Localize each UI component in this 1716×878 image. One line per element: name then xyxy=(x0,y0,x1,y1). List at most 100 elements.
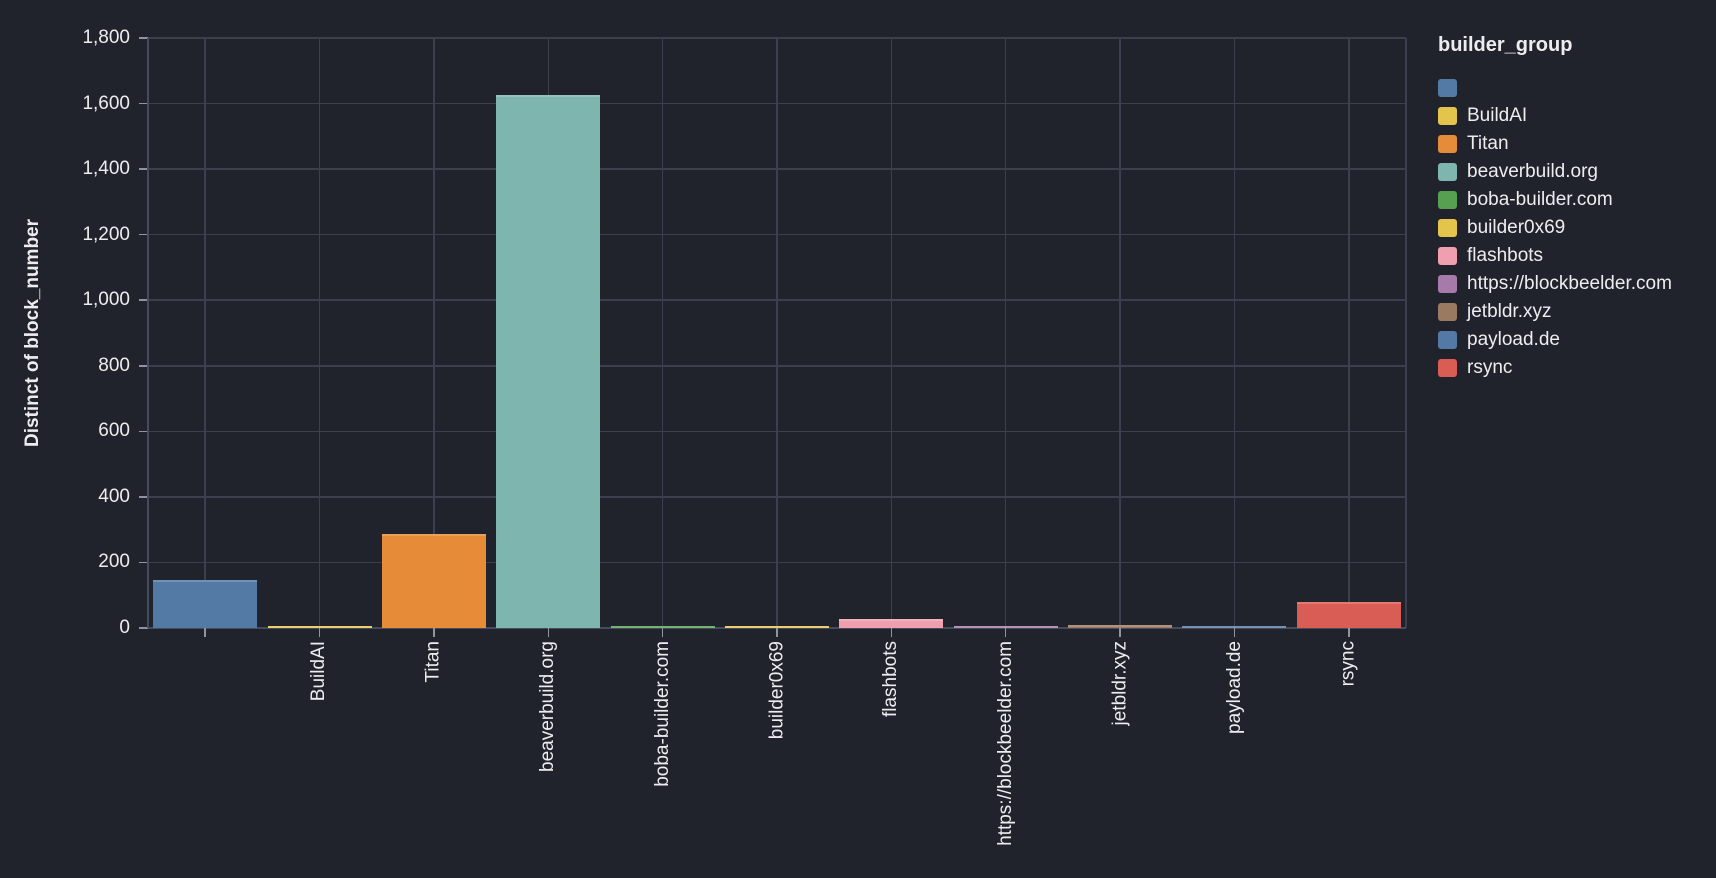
y-axis-tick xyxy=(139,365,148,367)
x-axis-tick xyxy=(1233,628,1236,637)
legend-title: builder_group xyxy=(1438,34,1573,56)
legend-label: payload.de xyxy=(1467,329,1560,350)
legend-label: builder0x69 xyxy=(1467,217,1566,238)
x-axis-tick xyxy=(776,628,778,637)
y-axis-tick xyxy=(139,168,148,170)
bar-beaverbuild.org[interactable] xyxy=(496,94,601,628)
legend-swatch-icon xyxy=(1438,190,1457,209)
legend-swatch-icon xyxy=(1438,330,1457,349)
bar-BuildAI[interactable] xyxy=(267,626,372,628)
y-axis-tick xyxy=(139,496,148,498)
gridline-vertical xyxy=(433,38,435,628)
bar-builder0x69[interactable] xyxy=(725,626,829,628)
y-tick-label: 0 xyxy=(119,617,130,638)
x-tick-label: flashbots xyxy=(880,641,902,718)
gridline-vertical xyxy=(890,38,893,628)
gridline-vertical xyxy=(776,38,778,628)
y-tick-label: 1,800 xyxy=(82,27,130,48)
y-axis-tick xyxy=(139,430,148,433)
y-tick-label: 800 xyxy=(98,354,130,376)
legend-item-https://blockbeelder.com[interactable]: https://blockbeelder.com xyxy=(1438,274,1672,293)
y-axis-line xyxy=(147,38,149,628)
legend-swatch-icon xyxy=(1438,106,1457,125)
y-axis-tick xyxy=(139,299,148,301)
gridline-vertical xyxy=(1119,38,1121,628)
legend-swatch-icon xyxy=(1438,246,1457,265)
gridline-vertical xyxy=(1004,38,1007,628)
y-tick-label: 1,400 xyxy=(82,158,130,180)
bar-jetbldr.xyz[interactable] xyxy=(1068,625,1173,628)
x-axis-tick xyxy=(890,628,893,637)
y-tick-label: 1,600 xyxy=(82,92,130,114)
legend-label: beaverbuild.org xyxy=(1467,161,1598,182)
legend-swatch-icon xyxy=(1438,274,1457,293)
y-tick-label: 1,200 xyxy=(82,223,130,245)
legend-swatch-icon xyxy=(1438,302,1457,321)
gridline-vertical xyxy=(204,38,206,628)
legend-label: rsync xyxy=(1467,357,1513,378)
legend-label: boba-builder.com xyxy=(1467,189,1613,210)
legend-label: flashbots xyxy=(1467,245,1544,266)
bar-Titan[interactable] xyxy=(381,533,486,628)
legend-item-builder0x69[interactable]: builder0x69 xyxy=(1438,218,1672,237)
legend-label: jetbldr.xyz xyxy=(1467,301,1552,322)
legend-swatch-icon xyxy=(1438,78,1457,97)
legend-swatch-icon xyxy=(1438,162,1457,181)
legend-item-Titan[interactable]: Titan xyxy=(1438,134,1672,153)
x-axis-tick xyxy=(433,628,435,637)
bar-payload.de[interactable] xyxy=(1182,626,1287,628)
y-axis-tick xyxy=(139,233,148,236)
legend-item-jetbldr.xyz[interactable]: jetbldr.xyz xyxy=(1438,302,1672,321)
x-tick-label: beaverbuild.org xyxy=(537,641,559,772)
legend-item-unlabeled[interactable] xyxy=(1438,78,1672,97)
bar-rsync[interactable] xyxy=(1296,601,1401,628)
legend-swatch-icon xyxy=(1438,218,1457,237)
x-axis-tick xyxy=(1348,628,1350,637)
y-axis-tick xyxy=(139,561,148,564)
x-axis-tick xyxy=(318,628,321,637)
x-tick-label: jetbldr.xyz xyxy=(1109,641,1131,726)
legend-item-boba-builder.com[interactable]: boba-builder.com xyxy=(1438,190,1672,209)
legend-swatch-icon xyxy=(1438,358,1457,377)
legend-item-BuildAI[interactable]: BuildAI xyxy=(1438,106,1672,125)
gridline-vertical xyxy=(661,38,664,628)
bar-unlabeled[interactable] xyxy=(153,579,258,628)
y-axis-tick xyxy=(139,627,148,629)
y-axis-tick xyxy=(139,102,148,105)
y-tick-label: 400 xyxy=(98,485,130,507)
legend-item-flashbots[interactable]: flashbots xyxy=(1438,246,1672,265)
x-axis-tick xyxy=(1119,628,1121,637)
legend-item-rsync[interactable]: rsync xyxy=(1438,358,1672,377)
x-axis-tick xyxy=(661,628,664,637)
gridline-vertical xyxy=(318,38,321,628)
bar-https://blockbeelder.com[interactable] xyxy=(953,626,1058,628)
x-tick-label: Titan xyxy=(422,641,444,683)
x-axis-tick xyxy=(547,628,550,637)
legend-items: BuildAI Titan beaverbuild.org boba-builder.… xyxy=(1438,78,1672,377)
y-axis-tick xyxy=(139,37,148,39)
legend-label: Titan xyxy=(1467,133,1509,154)
legend-item-beaverbuild.org[interactable]: beaverbuild.org xyxy=(1438,162,1672,181)
legend: builder_group BuildAI Titan beaverbuild.or… xyxy=(1438,33,1672,386)
y-tick-label: 200 xyxy=(98,551,130,573)
x-axis-tick xyxy=(1004,628,1007,637)
legend-label: BuildAI xyxy=(1467,105,1528,126)
x-tick-label: boba-builder.com xyxy=(651,641,673,787)
y-tick-label: 600 xyxy=(98,420,130,442)
legend-item-payload.de[interactable]: payload.de xyxy=(1438,330,1672,349)
x-tick-label: builder0x69 xyxy=(766,641,787,740)
x-tick-label: https://blockbeelder.com xyxy=(994,641,1016,846)
x-tick-label: BuildAI xyxy=(308,641,330,702)
plot-right-border xyxy=(1405,38,1407,628)
y-axis-title: Distinct of block_number xyxy=(22,218,43,448)
x-tick-label: payload.de xyxy=(1223,641,1245,734)
gridline-vertical xyxy=(1348,38,1350,628)
legend-swatch-icon xyxy=(1438,134,1457,153)
bar-boba-builder.com[interactable] xyxy=(610,626,715,628)
legend-label: https://blockbeelder.com xyxy=(1467,273,1672,294)
x-axis-tick xyxy=(204,628,206,637)
gridline-vertical xyxy=(1233,38,1236,628)
bar-flashbots[interactable] xyxy=(839,619,944,628)
y-tick-label: 1,000 xyxy=(82,289,130,311)
